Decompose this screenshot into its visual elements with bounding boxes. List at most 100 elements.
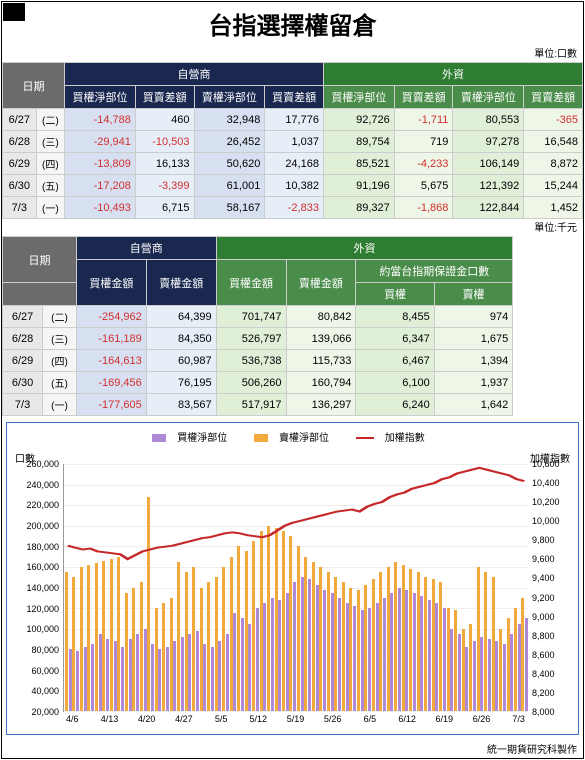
data-cell: 17,776 xyxy=(265,109,324,131)
yr-tick: 10,200 xyxy=(532,497,574,507)
day-cell: (三) xyxy=(43,328,77,350)
data-cell: -164,613 xyxy=(76,350,146,372)
data-cell: -4,233 xyxy=(394,153,453,175)
data-cell: 76,195 xyxy=(146,372,216,394)
hdr2-margin: 約當台指期保證金口數 xyxy=(356,260,513,283)
date-cell: 6/29 xyxy=(3,153,37,175)
hdr-f-put-diff: 買賣差額 xyxy=(524,86,583,109)
table-row: 6/29(四)-13,80916,13350,62024,16885,521-4… xyxy=(3,153,583,175)
footer-text: 統一期貨研究科製作 xyxy=(2,739,583,758)
yr-tick: 9,800 xyxy=(532,535,574,545)
data-cell: 974 xyxy=(434,306,512,328)
table-row: 6/30(五)-169,45676,195506,260160,7946,100… xyxy=(3,372,513,394)
yl-tick: 100,000 xyxy=(11,624,59,634)
data-cell: 91,196 xyxy=(323,175,394,197)
yr-tick: 10,400 xyxy=(532,478,574,488)
yl-tick: 60,000 xyxy=(11,666,59,676)
hdr-put-net: 賣權淨部位 xyxy=(194,86,265,109)
data-cell: -1,868 xyxy=(394,197,453,219)
data-cell: -2,833 xyxy=(265,197,324,219)
data-cell: -29,941 xyxy=(65,131,136,153)
x-tick: 5/26 xyxy=(324,714,342,724)
table-row: 6/28(三)-29,941-10,50326,4521,03789,75471… xyxy=(3,131,583,153)
data-cell: 139,066 xyxy=(286,328,356,350)
yr-tick: 8,000 xyxy=(532,707,574,717)
date-cell: 6/28 xyxy=(3,131,37,153)
yl-tick: 120,000 xyxy=(11,604,59,614)
hdr2-f-put-amt: 賣權金額 xyxy=(286,260,356,306)
data-cell: 106,149 xyxy=(453,153,524,175)
day-cell: (二) xyxy=(43,306,77,328)
hdr-call-diff: 買賣差額 xyxy=(135,86,194,109)
legend-idx: 加權指數 xyxy=(385,433,425,444)
yr-tick: 10,000 xyxy=(532,516,574,526)
day-cell: (三) xyxy=(36,131,64,153)
x-tick: 4/20 xyxy=(138,714,156,724)
yl-tick: 220,000 xyxy=(11,500,59,510)
data-cell: -14,788 xyxy=(65,109,136,131)
yr-tick: 10,600 xyxy=(532,459,574,469)
data-cell: 16,133 xyxy=(135,153,194,175)
data-cell: -3,399 xyxy=(135,175,194,197)
plot-area xyxy=(63,464,528,712)
yr-tick: 8,400 xyxy=(532,669,574,679)
day-cell: (四) xyxy=(36,153,64,175)
data-cell: 8,455 xyxy=(356,306,434,328)
chart-container: 買權淨部位 賣權淨部位 加權指數 口數 加權指數 20,00040,00060,… xyxy=(6,422,579,735)
date-cell: 6/29 xyxy=(3,350,43,372)
data-cell: 136,297 xyxy=(286,394,356,416)
yl-tick: 160,000 xyxy=(11,562,59,572)
hdr2-m-call: 買權 xyxy=(356,283,434,306)
day-cell: (二) xyxy=(36,109,64,131)
yl-tick: 40,000 xyxy=(11,686,59,696)
table-row: 6/28(三)-161,18984,350526,797139,0666,347… xyxy=(3,328,513,350)
hdr2-call-amt: 買權金額 xyxy=(76,260,146,306)
data-cell: 26,452 xyxy=(194,131,265,153)
yr-tick: 8,200 xyxy=(532,688,574,698)
data-cell: 80,553 xyxy=(453,109,524,131)
yr-tick: 8,600 xyxy=(532,650,574,660)
data-cell: 121,392 xyxy=(453,175,524,197)
hdr-f-call-diff: 買賣差額 xyxy=(394,86,453,109)
legend-call: 買權淨部位 xyxy=(177,433,227,444)
table-row: 7/3(一)-10,4936,71558,167-2,83389,327-1,8… xyxy=(3,197,583,219)
data-cell: 6,467 xyxy=(356,350,434,372)
x-tick: 7/3 xyxy=(512,714,525,724)
date-cell: 6/27 xyxy=(3,306,43,328)
hdr-foreign: 外資 xyxy=(323,63,582,86)
data-cell: 60,987 xyxy=(146,350,216,372)
data-cell: 122,844 xyxy=(453,197,524,219)
data-cell: 1,394 xyxy=(434,350,512,372)
data-cell: 701,747 xyxy=(216,306,286,328)
x-tick: 5/12 xyxy=(250,714,268,724)
data-cell: 719 xyxy=(394,131,453,153)
data-cell: 6,240 xyxy=(356,394,434,416)
data-cell: 6,715 xyxy=(135,197,194,219)
data-cell: 8,872 xyxy=(524,153,583,175)
unit-label-2: 單位:千元 xyxy=(2,219,583,236)
data-cell: 1,452 xyxy=(524,197,583,219)
data-cell: 61,001 xyxy=(194,175,265,197)
data-cell: 506,260 xyxy=(216,372,286,394)
x-tick: 6/26 xyxy=(473,714,491,724)
data-cell: 50,620 xyxy=(194,153,265,175)
hdr2-dealer: 自營商 xyxy=(76,237,216,260)
data-cell: -17,208 xyxy=(65,175,136,197)
data-cell: 460 xyxy=(135,109,194,131)
hdr2-m-put: 賣權 xyxy=(434,283,512,306)
yl-tick: 20,000 xyxy=(11,707,59,717)
black-corner-box xyxy=(3,3,25,21)
x-tick: 6/19 xyxy=(436,714,454,724)
chart-area: 口數 加權指數 20,00040,00060,00080,000100,0001… xyxy=(11,450,574,730)
day-cell: (一) xyxy=(43,394,77,416)
hdr-call-net: 買權淨部位 xyxy=(65,86,136,109)
hdr2-date: 日期 xyxy=(3,237,77,283)
data-cell: 6,100 xyxy=(356,372,434,394)
date-cell: 6/30 xyxy=(3,175,37,197)
day-cell: (一) xyxy=(36,197,64,219)
x-axis: 4/64/134/204/275/55/125/195/266/56/126/1… xyxy=(63,714,528,730)
yr-tick: 9,200 xyxy=(532,593,574,603)
yl-tick: 80,000 xyxy=(11,645,59,655)
chart-legend: 買權淨部位 賣權淨部位 加權指數 xyxy=(11,427,574,450)
day-cell: (五) xyxy=(36,175,64,197)
